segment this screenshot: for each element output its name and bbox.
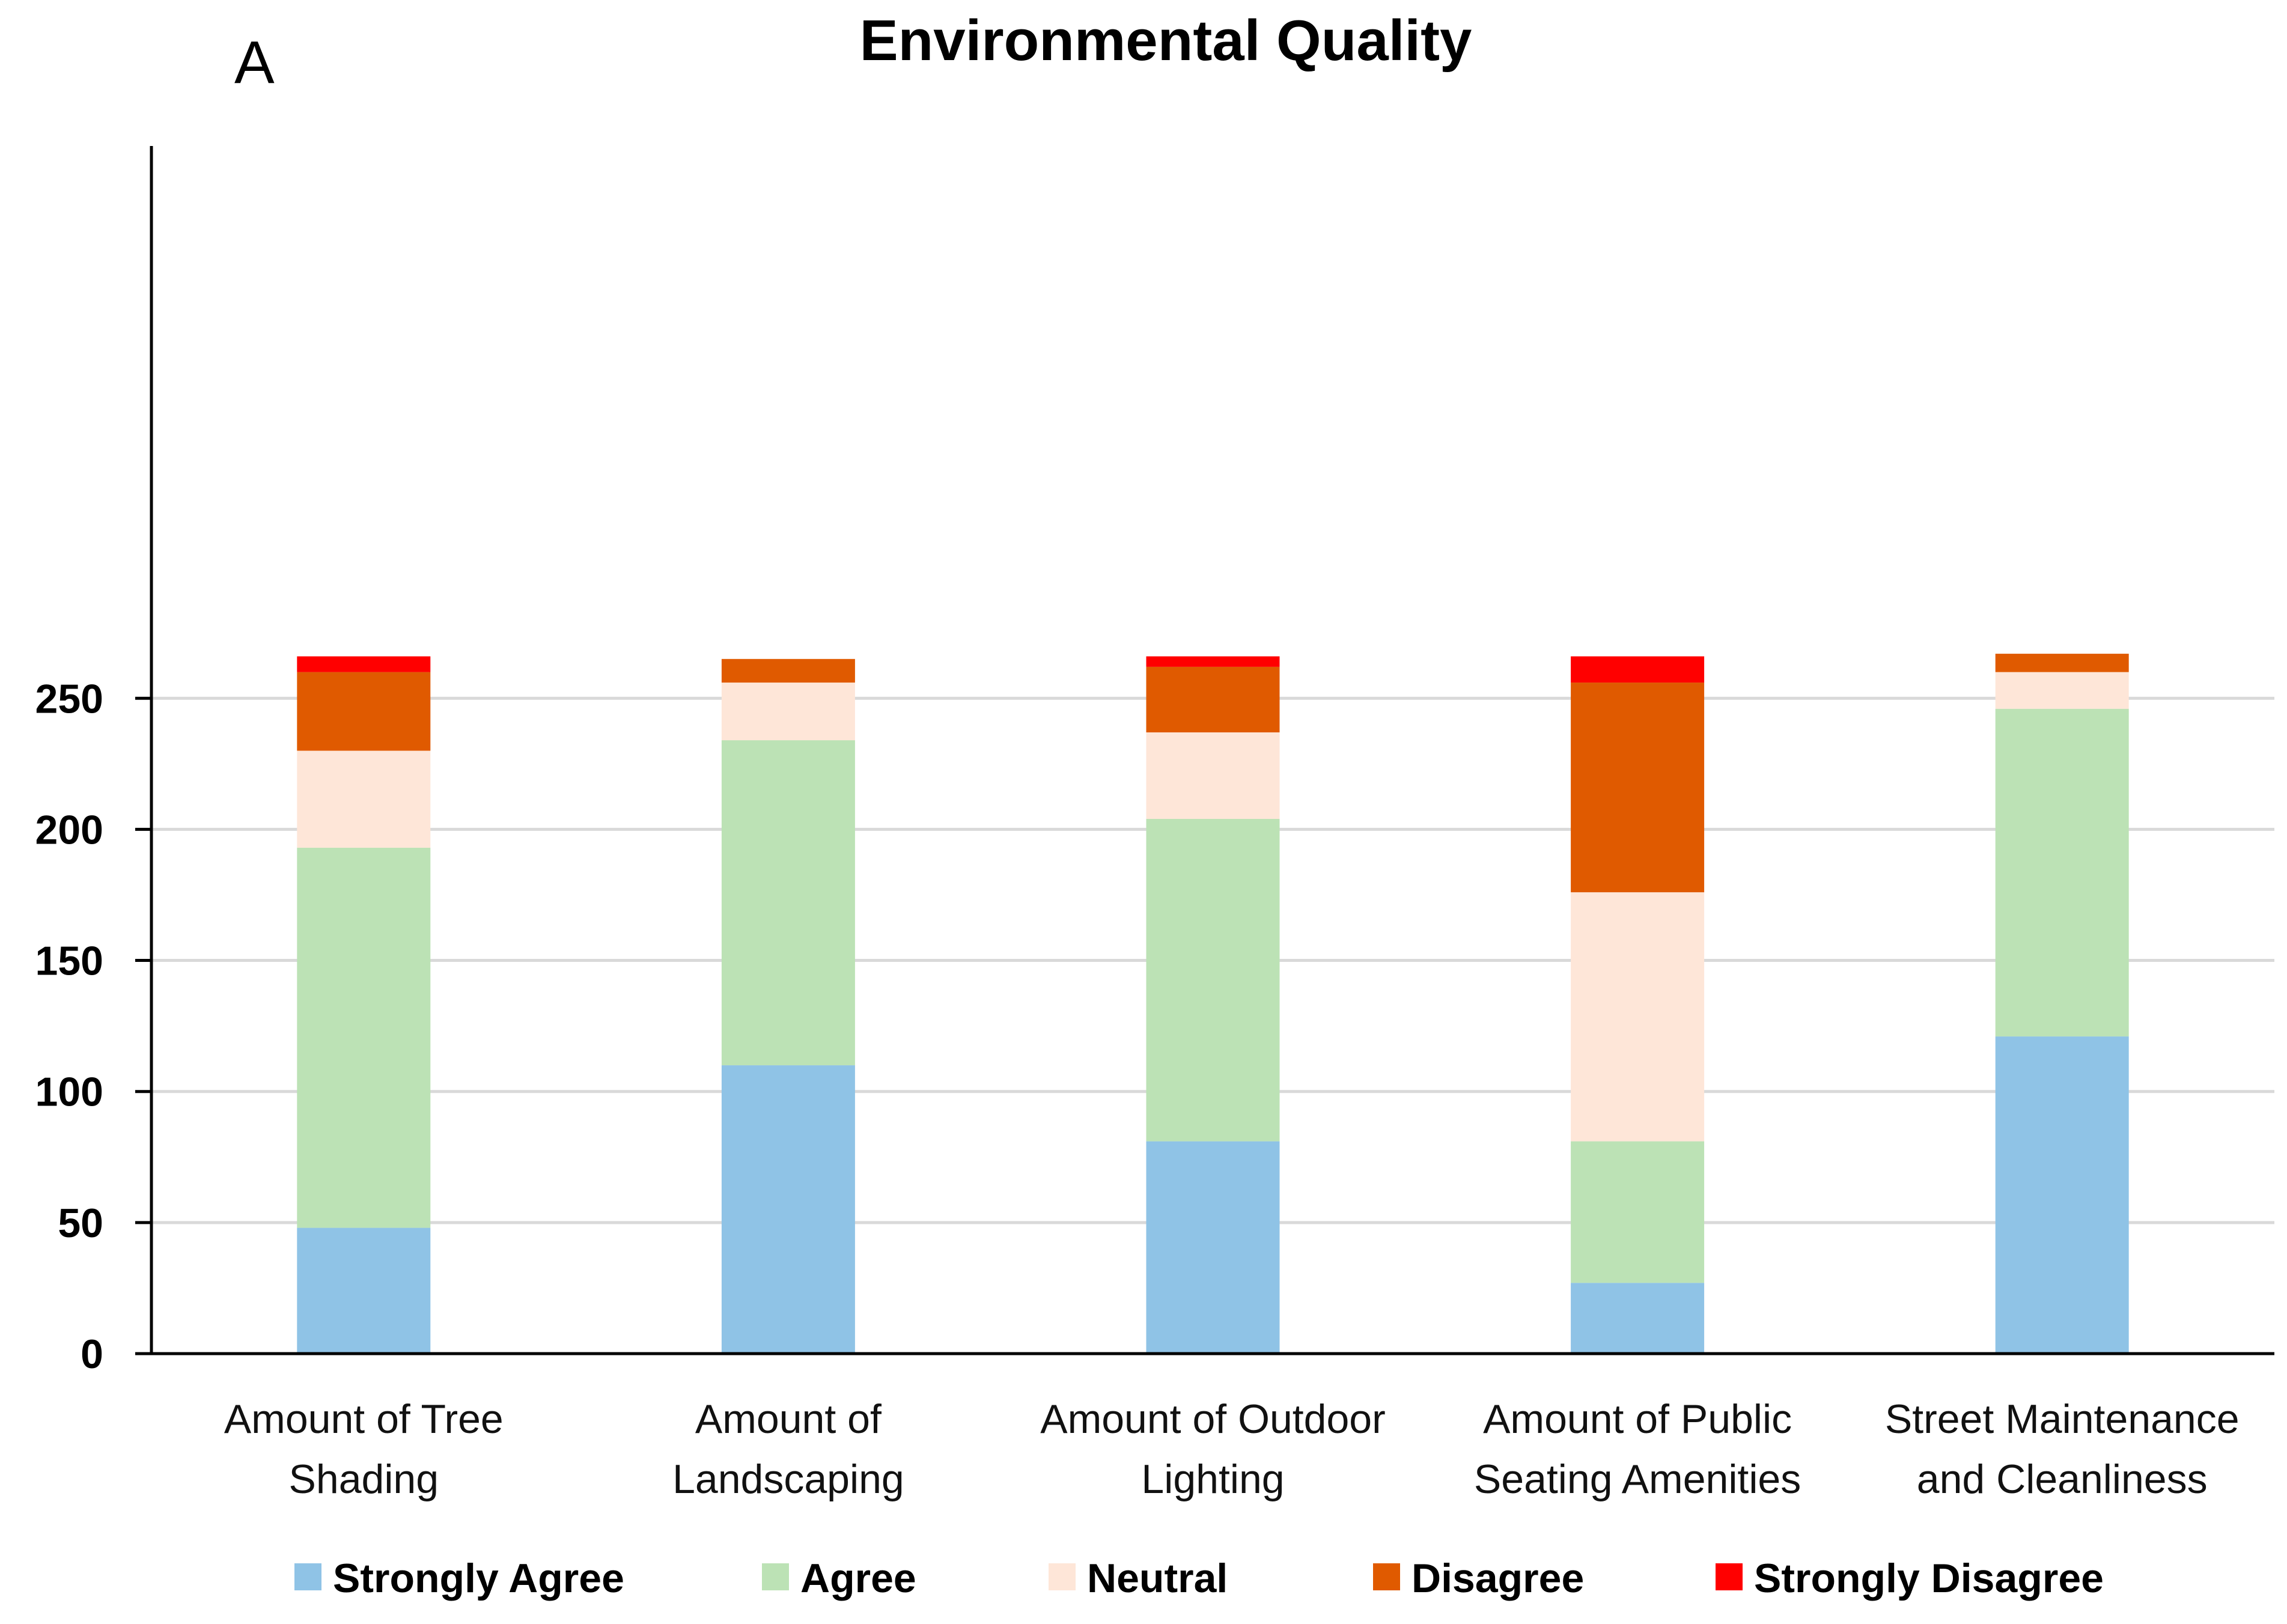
x-tick-label: Street Maintenance and Cleanliness [1885, 1396, 2240, 1502]
legend-swatch-neutral [1049, 1563, 1076, 1590]
bar-segment-strongly-agree [1571, 1283, 1705, 1354]
bar-segment-agree [1571, 1141, 1705, 1283]
bar-segment-neutral [1146, 732, 1280, 819]
bar-segment-disagree [297, 672, 431, 751]
y-tick-label: 0 [81, 1331, 103, 1377]
legend-label: Strongly Agree [333, 1556, 624, 1601]
bars [297, 654, 2129, 1354]
legend-swatch-strongly-agree [294, 1563, 321, 1590]
x-tick-label: Amount of Landscaping [672, 1396, 904, 1502]
x-tick-label: Amount of Outdoor Lighting [1040, 1396, 1386, 1502]
bar-segment-strongly-disagree [297, 656, 431, 672]
bar-segment-neutral [1571, 892, 1705, 1142]
bar-segment-disagree [721, 658, 855, 683]
legend: Strongly Agree Agree Neutral Disagree Strong… [294, 1556, 2104, 1601]
legend-swatch-disagree [1373, 1563, 1400, 1590]
bar-segment-neutral [721, 683, 855, 741]
y-tick-label: 50 [58, 1200, 103, 1246]
panel-label: A [234, 29, 275, 96]
legend-swatch-agree [762, 1563, 789, 1590]
x-tick-label-line: Shading [289, 1456, 439, 1502]
legend-label: Neutral [1087, 1556, 1228, 1601]
bar-segment-agree [1146, 818, 1280, 1142]
x-tick-label: Amount of Public Seating Amenities [1474, 1396, 1801, 1502]
bar-segment-strongly-agree [1995, 1036, 2129, 1354]
bar-segment-strongly-agree [297, 1227, 431, 1354]
legend-label: Agree [800, 1556, 916, 1601]
chart-title: Environmental Quality [860, 8, 1472, 73]
y-tick-label: 250 [35, 676, 103, 722]
bar-segment-strongly-disagree [1146, 656, 1280, 667]
x-tick-label-line: Amount of Public [1483, 1396, 1792, 1442]
bar-segment-disagree [1995, 654, 2129, 672]
y-tick-label: 100 [35, 1069, 103, 1115]
x-tick-label: Amount of Tree Shading [224, 1396, 504, 1502]
x-tick-label-line: Amount of Tree [224, 1396, 504, 1442]
x-tick-labels: Amount of Tree Shading Amount of Landscapin… [224, 1396, 2240, 1502]
bar-segment-agree [1995, 708, 2129, 1037]
bar-segment-strongly-disagree [1571, 656, 1705, 683]
legend-label: Strongly Disagree [1754, 1556, 2104, 1601]
y-tick-label: 200 [35, 807, 103, 853]
legend-label: Disagree [1411, 1556, 1584, 1601]
bar-segment-agree [297, 847, 431, 1228]
bar-segment-strongly-agree [1146, 1141, 1280, 1354]
bar-segment-disagree [1146, 666, 1280, 732]
axes [135, 146, 2274, 1355]
y-tick-label: 150 [35, 938, 103, 984]
bar-segment-neutral [297, 750, 431, 848]
x-tick-label-line: Amount of Outdoor [1040, 1396, 1386, 1442]
x-tick-label-line: Lighting [1141, 1456, 1284, 1502]
x-tick-label-line: and Cleanliness [1917, 1456, 2208, 1502]
legend-swatch-strongly-disagree [1716, 1563, 1743, 1590]
x-tick-label-line: Amount of [695, 1396, 882, 1442]
bar-segment-disagree [1571, 683, 1705, 893]
y-tick-labels: 0 50 100 150 200 250 [35, 676, 103, 1377]
x-tick-label-line: Street Maintenance [1885, 1396, 2240, 1442]
x-tick-label-line: Seating Amenities [1474, 1456, 1801, 1502]
x-tick-label-line: Landscaping [672, 1456, 904, 1502]
bar-segment-neutral [1995, 672, 2129, 709]
bar-segment-agree [721, 740, 855, 1066]
bar-segment-strongly-agree [721, 1065, 855, 1354]
